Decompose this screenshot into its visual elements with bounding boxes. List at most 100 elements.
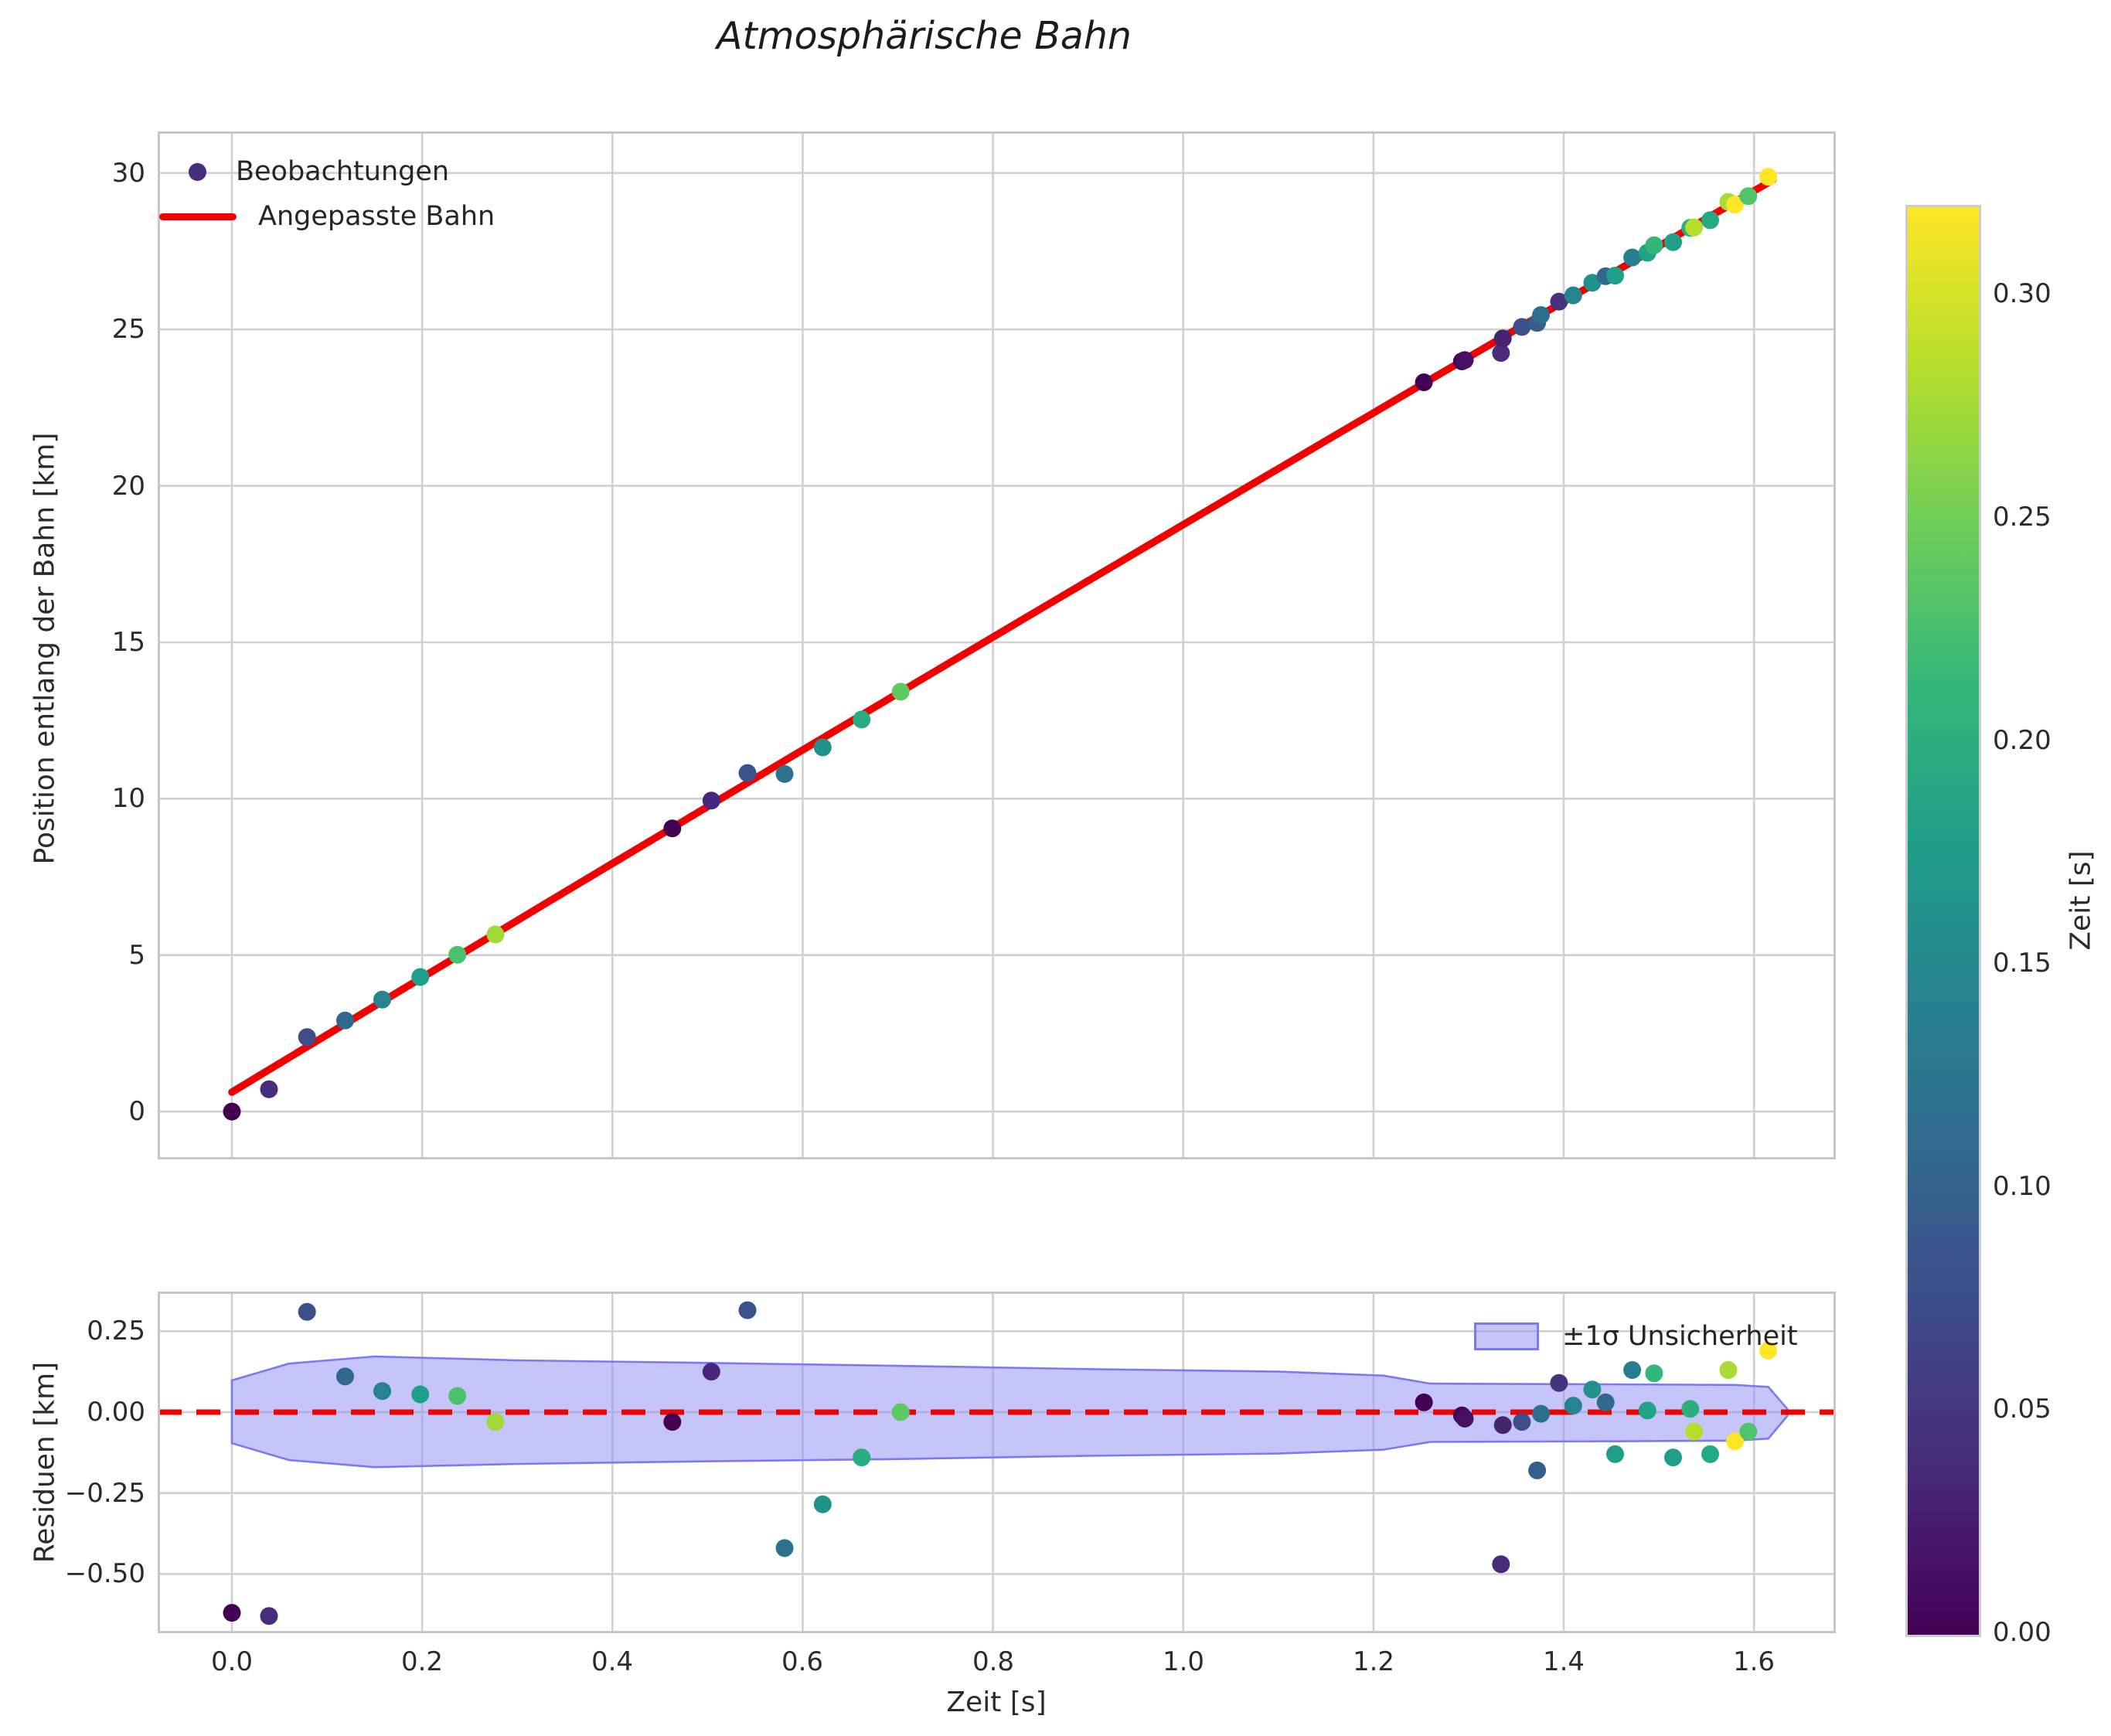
- legend-band-label: ±1σ Unsicherheit: [1562, 1321, 1798, 1352]
- colorbar-label: Zeit [s]: [2065, 850, 2097, 951]
- axes-spine: [158, 131, 1836, 1159]
- x-axis-tick: 0.4: [591, 1646, 634, 1677]
- observation-point: [1513, 318, 1531, 336]
- observation-point: [1564, 286, 1582, 305]
- residuals-svg: [158, 1292, 1836, 1633]
- residual-point: [1493, 1416, 1512, 1435]
- observation-point: [260, 1080, 278, 1098]
- observation-point: [702, 791, 720, 810]
- x-axis-tick: 1.6: [1732, 1646, 1776, 1677]
- observation-point: [1415, 373, 1433, 392]
- observation-point: [1726, 196, 1744, 214]
- residual-point: [448, 1387, 467, 1405]
- colorbar-tick: 0.05: [1993, 1394, 2051, 1425]
- colorbar-tick: 0.15: [1993, 948, 2051, 979]
- x-axis-tick: 0.0: [210, 1646, 254, 1677]
- x-axis-tick: 1.0: [1162, 1646, 1205, 1677]
- residual-point: [891, 1403, 910, 1421]
- residual-point: [486, 1413, 505, 1431]
- observation-point: [298, 1028, 316, 1047]
- residual-point: [1606, 1445, 1624, 1463]
- residual-point: [1550, 1373, 1568, 1392]
- residuals-plot: [158, 1292, 1836, 1633]
- residual-point: [1532, 1404, 1550, 1423]
- observations-marker-icon: [189, 162, 206, 181]
- colorbar-tick: 0.20: [1993, 725, 2051, 756]
- observation-point: [738, 764, 757, 782]
- trajectory-ytick: 20: [111, 471, 145, 502]
- residual-point: [1739, 1422, 1758, 1441]
- residual-point: [1492, 1555, 1510, 1574]
- residual-point: [1726, 1432, 1744, 1451]
- residual-point: [775, 1539, 794, 1557]
- residual-point: [1681, 1400, 1700, 1418]
- axes-spine: [158, 1292, 1836, 1633]
- x-axis-tick: 0.6: [781, 1646, 824, 1677]
- trajectory-ytick: 5: [128, 940, 145, 971]
- colorbar-tick: 0.10: [1993, 1171, 2051, 1202]
- observation-point: [1550, 292, 1568, 311]
- residuals-ylabel: Residuen [km]: [29, 1361, 61, 1564]
- residual-point: [1456, 1409, 1474, 1428]
- residual-point: [663, 1413, 682, 1431]
- residual-point: [813, 1495, 832, 1513]
- residuals-ytick: −0.50: [64, 1558, 145, 1589]
- observation-point: [1456, 351, 1474, 369]
- residual-point: [336, 1367, 354, 1386]
- colorbar-tick: 0.30: [1993, 278, 2051, 309]
- chart-title: Atmosphärische Bahn: [717, 14, 1132, 58]
- observation-point: [223, 1102, 241, 1121]
- observation-point: [373, 990, 391, 1009]
- legend-item-observations: Beobachtungen: [159, 155, 495, 189]
- observation-point: [813, 738, 832, 757]
- trajectory-ytick: 10: [111, 783, 145, 814]
- residual-point: [1701, 1445, 1719, 1463]
- residual-point: [1528, 1461, 1547, 1479]
- observation-point: [1664, 233, 1682, 251]
- trajectory-legend: Beobachtungen Angepasste Bahn: [159, 155, 495, 233]
- residual-point: [1664, 1448, 1682, 1467]
- residual-point: [1564, 1397, 1582, 1415]
- fit-line-icon: [159, 213, 237, 220]
- residual-point: [1719, 1361, 1738, 1379]
- residual-point: [1415, 1393, 1433, 1411]
- observation-point: [1606, 267, 1624, 285]
- trajectory-ytick: 30: [111, 158, 145, 189]
- trajectory-ytick: 15: [111, 627, 145, 658]
- residual-point: [1645, 1364, 1663, 1383]
- residual-point: [1623, 1361, 1642, 1379]
- legend-item-fit: Angepasste Bahn: [159, 199, 495, 233]
- trajectory-ytick: 0: [128, 1096, 145, 1127]
- observation-point: [1493, 329, 1512, 348]
- x-axis-tick: 0.8: [972, 1646, 1015, 1677]
- residual-point: [702, 1363, 720, 1381]
- x-axis-tick: 1.4: [1542, 1646, 1585, 1677]
- trajectory-plot: [158, 131, 1836, 1159]
- residual-point: [1685, 1422, 1704, 1441]
- legend-fit-label: Angepasste Bahn: [258, 201, 495, 232]
- colorbar-tick: 0.25: [1993, 502, 2051, 533]
- x-axis-tick: 1.2: [1352, 1646, 1395, 1677]
- x-axis-tick: 0.2: [400, 1646, 444, 1677]
- residuals-legend: ±1σ Unsicherheit: [1474, 1319, 1798, 1353]
- observation-point: [336, 1011, 354, 1030]
- observation-point: [448, 945, 467, 964]
- observation-point: [775, 764, 794, 783]
- observation-point: [1532, 306, 1550, 325]
- residual-point: [223, 1604, 241, 1622]
- residual-point: [1759, 1341, 1778, 1360]
- legend-observations-label: Beobachtungen: [236, 156, 450, 187]
- x-axis-label: Zeit [s]: [946, 1687, 1047, 1718]
- legend-item-band: ±1σ Unsicherheit: [1474, 1319, 1798, 1353]
- observation-point: [1645, 236, 1663, 254]
- residual-point: [853, 1448, 871, 1467]
- observation-point: [1623, 248, 1642, 267]
- observation-point: [486, 925, 505, 944]
- residual-point: [738, 1301, 757, 1319]
- observation-point: [891, 682, 910, 701]
- colorbar: [1905, 205, 1981, 1637]
- trajectory-ytick: 25: [111, 314, 145, 345]
- colorbar-tick: 0.00: [1993, 1617, 2051, 1648]
- residuals-ytick: 0.25: [87, 1316, 145, 1346]
